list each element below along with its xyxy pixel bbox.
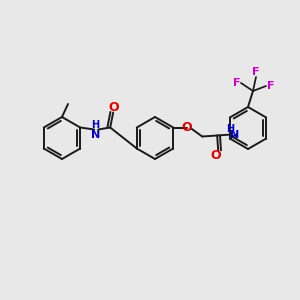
Text: N: N	[91, 130, 100, 140]
Text: N: N	[230, 130, 239, 140]
Text: H: H	[91, 119, 99, 130]
Text: F: F	[267, 81, 275, 91]
Text: F: F	[233, 78, 241, 88]
Text: H: H	[226, 124, 234, 134]
Text: O: O	[109, 101, 119, 114]
Text: O: O	[211, 149, 221, 162]
Text: O: O	[182, 121, 193, 134]
Text: F: F	[252, 67, 260, 77]
